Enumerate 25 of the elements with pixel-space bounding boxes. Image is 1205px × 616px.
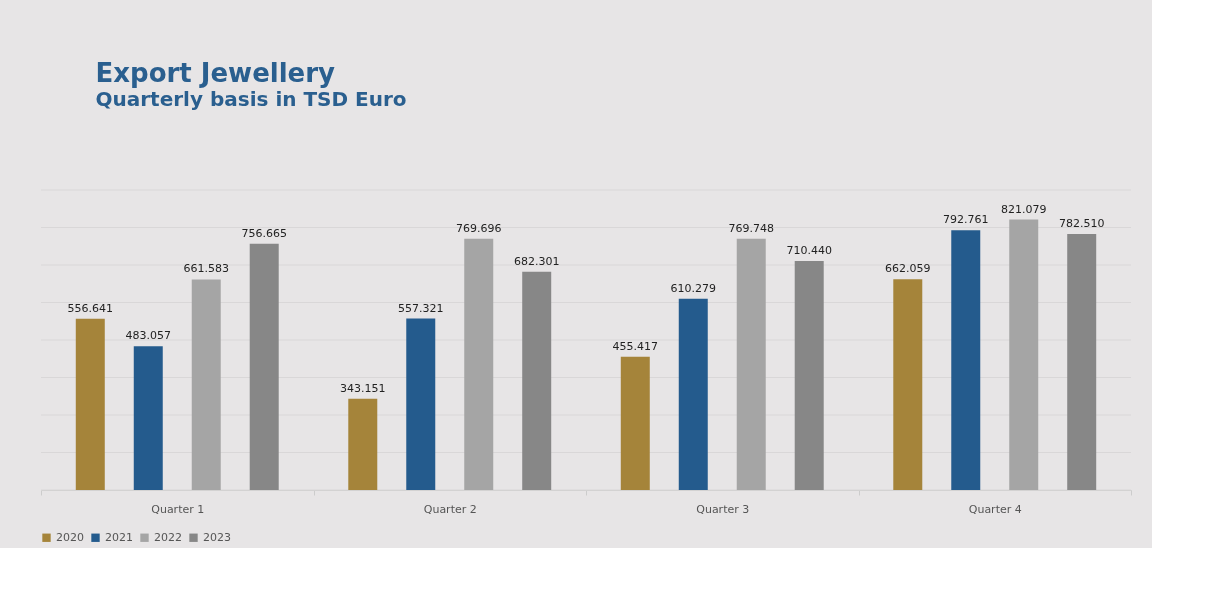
data-label: 792.761: [943, 213, 989, 227]
data-label: 343.151: [340, 381, 386, 395]
data-label: 661.583: [183, 262, 229, 276]
x-tick-label: Quarter 3: [696, 502, 750, 516]
data-label: 769.748: [728, 221, 774, 235]
legend-label: 2023: [203, 530, 231, 544]
legend-label: 2022: [154, 530, 182, 544]
data-label: 756.665: [241, 226, 287, 240]
data-label: 556.641: [67, 301, 114, 315]
data-label: 610.279: [670, 281, 717, 295]
data-label: 769.696: [455, 221, 502, 235]
x-tick-label: Quarter 4: [968, 502, 1022, 516]
chart-title: Export Jewellery: [95, 57, 336, 88]
data-label: 710.440: [786, 244, 832, 258]
x-tick-label: Quarter 1: [151, 502, 205, 516]
data-label: 821.079: [1000, 202, 1047, 216]
legend-label: 2020: [56, 530, 84, 544]
x-tick-label: Quarter 2: [423, 502, 477, 516]
data-label: 455.417: [612, 339, 659, 353]
data-label: 483.057: [125, 329, 172, 343]
data-label: 557.321: [398, 301, 444, 315]
data-label: 782.510: [1058, 217, 1105, 231]
data-label: 682.301: [513, 254, 560, 268]
data-label: 662.059: [885, 262, 931, 276]
legend-label: 2021: [105, 530, 133, 544]
